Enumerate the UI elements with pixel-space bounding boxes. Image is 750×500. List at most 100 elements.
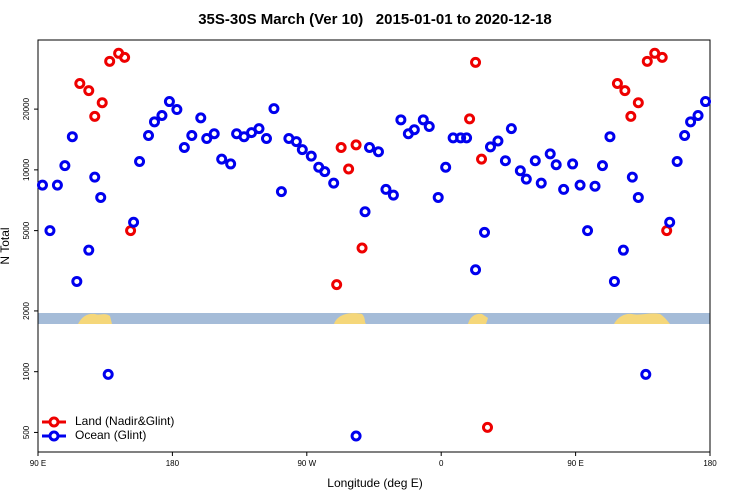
point bbox=[481, 421, 493, 433]
point bbox=[83, 85, 95, 97]
point bbox=[305, 150, 317, 162]
point bbox=[296, 144, 308, 156]
point bbox=[290, 136, 302, 148]
x-axis-label: Longitude (deg E) bbox=[327, 476, 422, 490]
point bbox=[632, 191, 644, 203]
point bbox=[134, 156, 146, 168]
point bbox=[102, 368, 114, 380]
point bbox=[74, 77, 86, 89]
point bbox=[417, 114, 429, 126]
point bbox=[36, 179, 48, 191]
point bbox=[208, 128, 220, 140]
point bbox=[640, 368, 652, 380]
point bbox=[619, 85, 631, 97]
point bbox=[611, 77, 623, 89]
point bbox=[582, 225, 594, 237]
point bbox=[656, 51, 668, 63]
point bbox=[625, 110, 637, 122]
point bbox=[356, 242, 368, 254]
point bbox=[544, 148, 556, 160]
point bbox=[71, 275, 83, 287]
legend-label: Ocean (Glint) bbox=[75, 428, 146, 442]
point bbox=[476, 153, 488, 165]
legend-marker bbox=[48, 430, 60, 442]
point bbox=[479, 226, 491, 238]
point bbox=[51, 179, 63, 191]
x-tick-label: 90 W bbox=[297, 459, 316, 468]
point bbox=[574, 179, 586, 191]
y-tick-label: 1000 bbox=[22, 362, 31, 380]
point bbox=[119, 51, 131, 63]
point bbox=[550, 159, 562, 171]
point bbox=[520, 173, 532, 185]
point bbox=[350, 139, 362, 151]
point bbox=[558, 183, 570, 195]
point bbox=[359, 206, 371, 218]
point bbox=[143, 130, 155, 142]
point bbox=[464, 113, 476, 125]
point bbox=[104, 55, 116, 67]
x-tick-label: 0 bbox=[439, 459, 444, 468]
point bbox=[470, 264, 482, 276]
point bbox=[268, 103, 280, 115]
point bbox=[671, 156, 683, 168]
point bbox=[225, 158, 237, 170]
point bbox=[492, 135, 504, 147]
point bbox=[148, 116, 160, 128]
point bbox=[253, 123, 265, 135]
y-tick-label: 500 bbox=[22, 425, 31, 439]
point bbox=[331, 279, 343, 291]
legend-marker bbox=[48, 416, 60, 428]
x-tick-label: 90 E bbox=[30, 459, 46, 468]
point bbox=[567, 158, 579, 170]
point bbox=[664, 216, 676, 228]
point bbox=[455, 132, 467, 144]
point bbox=[171, 104, 183, 116]
point bbox=[387, 189, 399, 201]
point bbox=[692, 109, 704, 121]
point bbox=[514, 165, 526, 177]
point bbox=[201, 133, 213, 145]
point bbox=[608, 275, 620, 287]
point bbox=[432, 191, 444, 203]
point bbox=[484, 141, 496, 153]
point bbox=[641, 55, 653, 67]
point bbox=[499, 155, 511, 167]
point bbox=[470, 56, 482, 68]
plot-frame bbox=[37, 39, 711, 453]
point bbox=[408, 124, 420, 136]
point bbox=[319, 166, 331, 178]
point bbox=[328, 177, 340, 189]
y-tick-label: 10000 bbox=[22, 158, 31, 181]
point bbox=[89, 171, 101, 183]
point bbox=[589, 180, 601, 192]
point bbox=[372, 146, 384, 158]
x-tick-label: 180 bbox=[166, 459, 180, 468]
point bbox=[461, 132, 473, 144]
point bbox=[186, 130, 198, 142]
point bbox=[195, 112, 207, 124]
point bbox=[216, 153, 228, 165]
point bbox=[95, 191, 107, 203]
point bbox=[128, 216, 140, 228]
x-tick-label: 90 E bbox=[567, 459, 583, 468]
point bbox=[275, 186, 287, 198]
point bbox=[604, 131, 616, 143]
point bbox=[700, 96, 712, 108]
point bbox=[59, 160, 71, 172]
y-tick-label: 5000 bbox=[22, 221, 31, 239]
point bbox=[83, 244, 95, 256]
point bbox=[44, 225, 56, 237]
point bbox=[596, 160, 608, 172]
point bbox=[679, 130, 691, 142]
point bbox=[350, 430, 362, 442]
point bbox=[89, 110, 101, 122]
point bbox=[529, 155, 541, 167]
point bbox=[343, 163, 355, 175]
point bbox=[632, 97, 644, 109]
point bbox=[617, 244, 629, 256]
point bbox=[380, 183, 392, 195]
point bbox=[260, 133, 272, 145]
